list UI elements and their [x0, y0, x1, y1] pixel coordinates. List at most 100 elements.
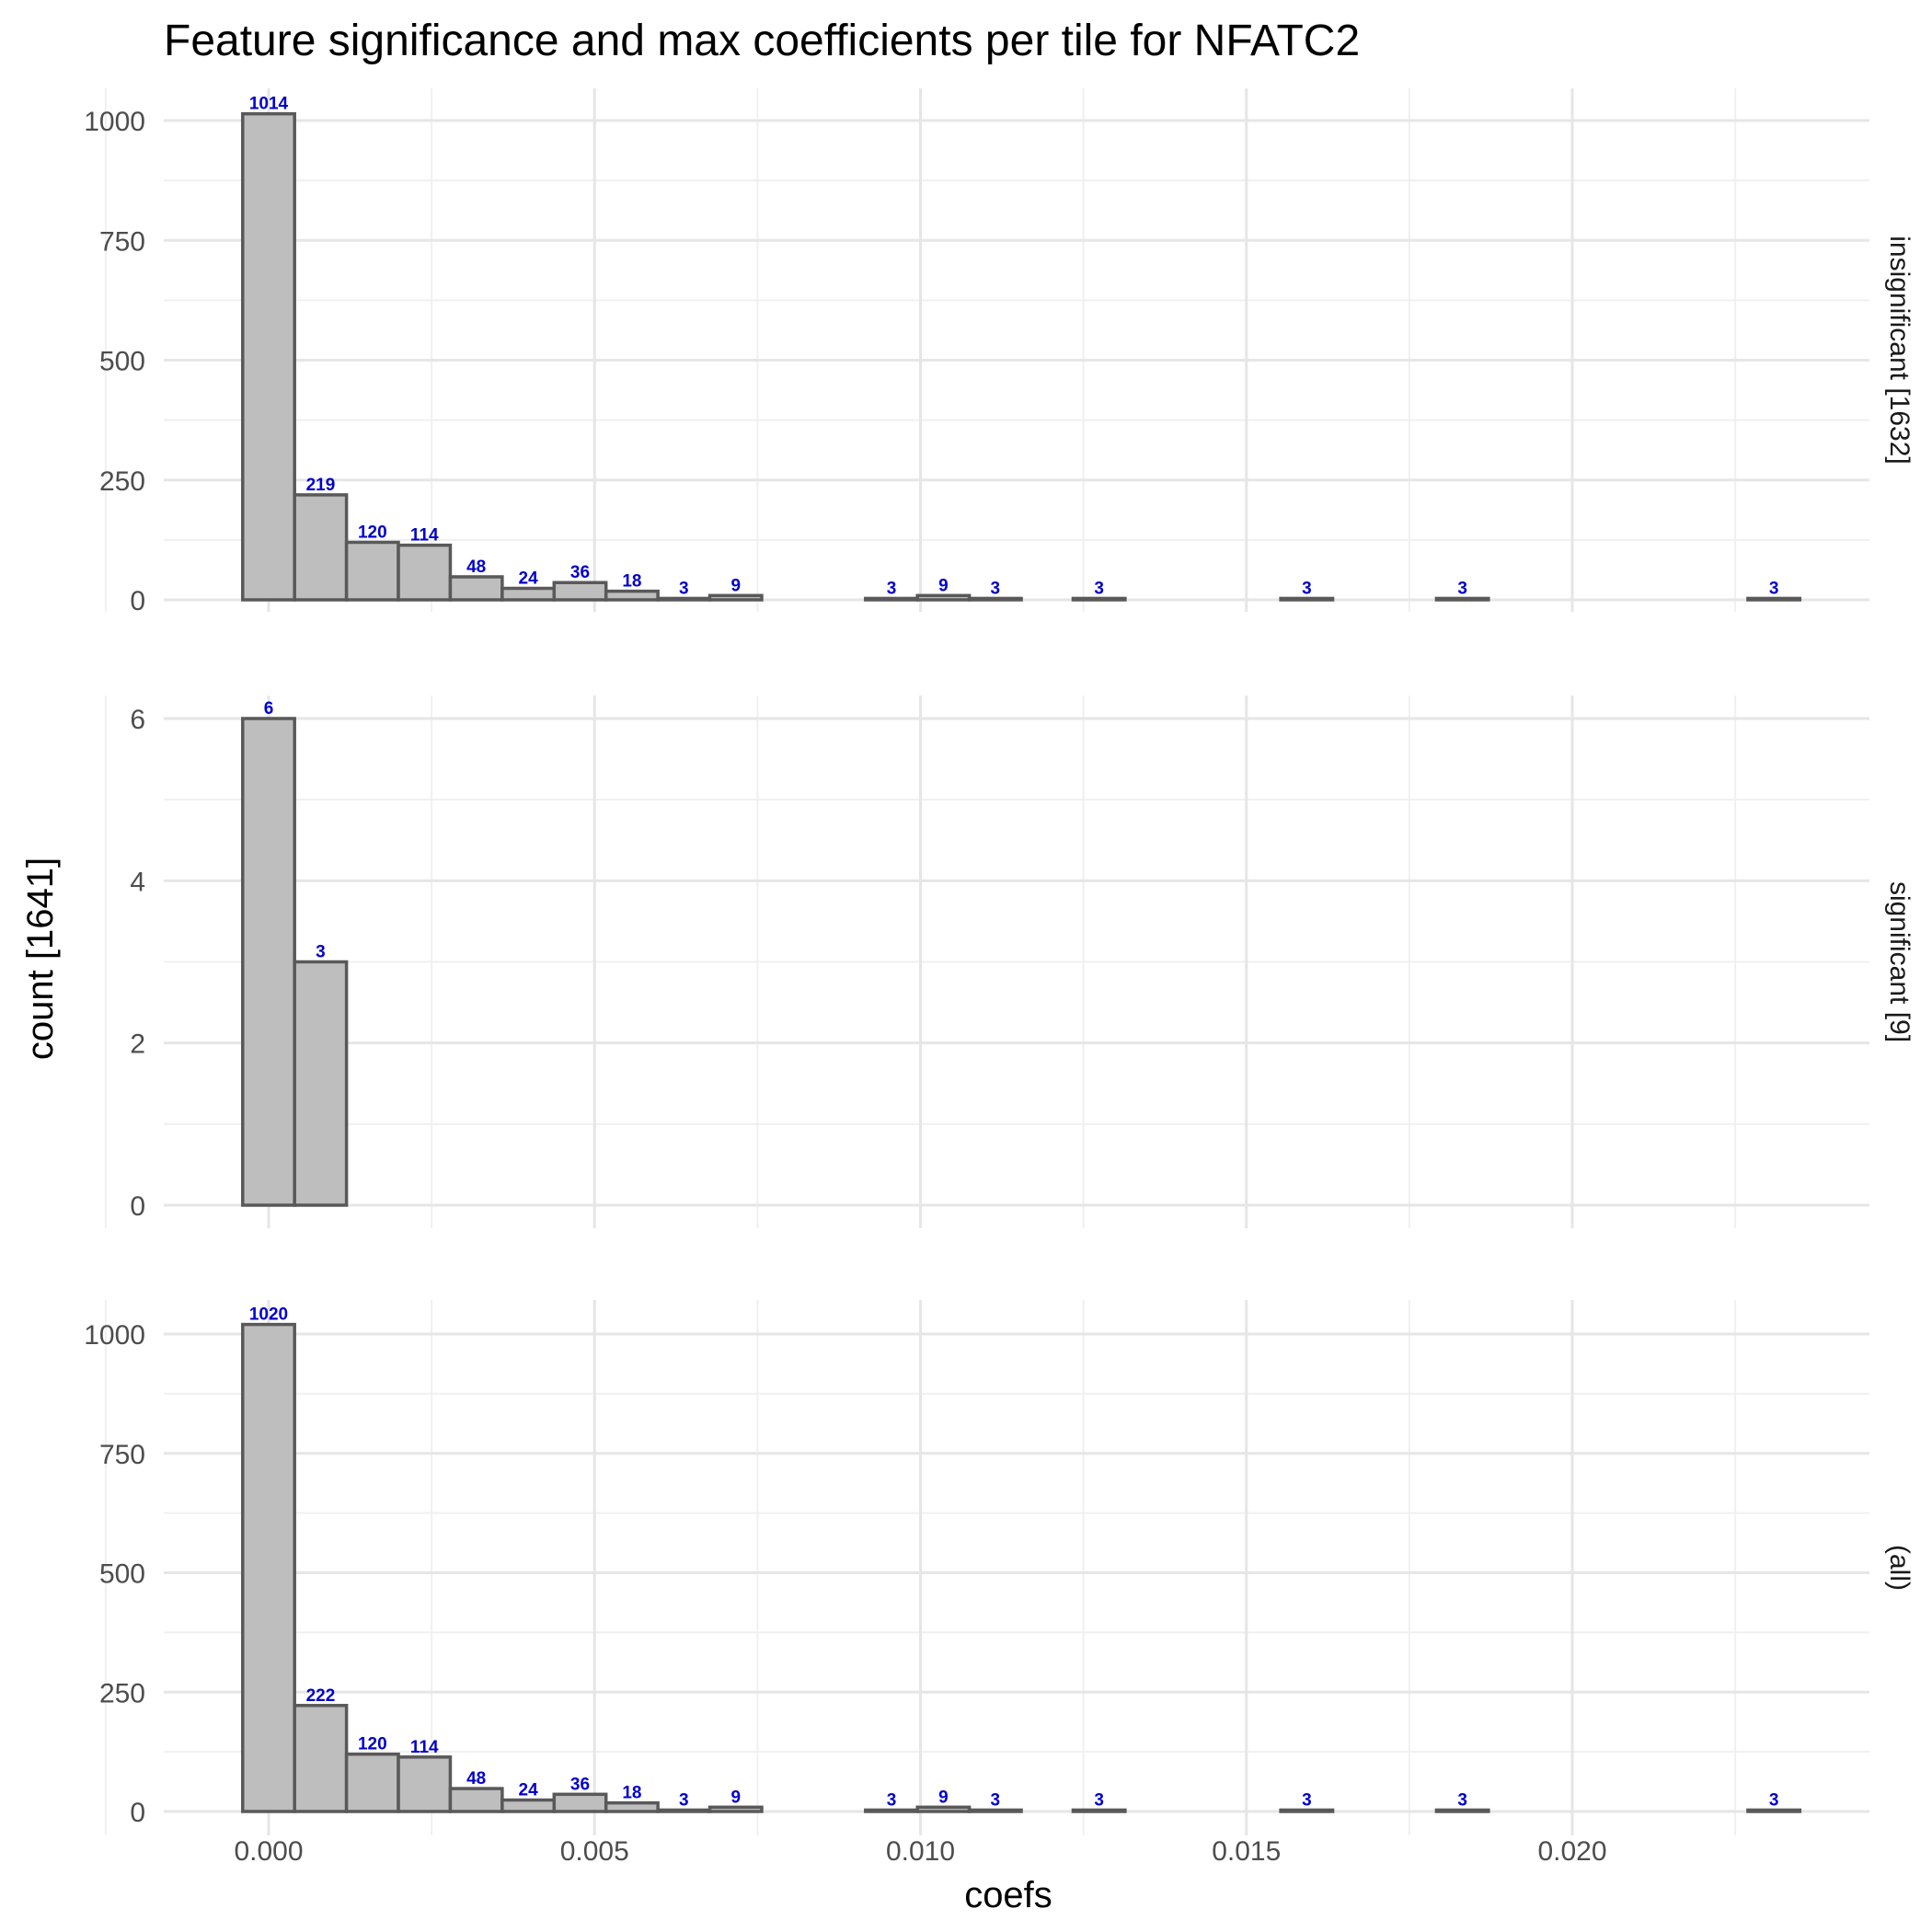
bar-count-label: 9 [938, 1788, 949, 1807]
bar-count-label: 1020 [249, 1305, 288, 1325]
bar-count-label: 3 [887, 1790, 897, 1810]
histogram-bar [500, 1798, 557, 1813]
histogram-bar [241, 1322, 296, 1813]
y-tick-label: 1000 [84, 107, 145, 137]
histogram-bar [500, 586, 557, 602]
bar-count-label: 3 [991, 579, 1001, 598]
bar-count-label: 18 [622, 572, 641, 592]
bar-count-label: 48 [466, 1769, 486, 1788]
histogram-bar [1071, 596, 1127, 602]
bar-count-label: 222 [306, 1686, 336, 1706]
y-tick-label: 250 [99, 466, 145, 497]
facet-panel: 0 250 500 750 1000 1014 219 120 114 48 24 36 18 3 9 3 9 3… [84, 88, 1915, 616]
y-tick-label: 4 [130, 867, 145, 897]
histogram-bar [241, 717, 296, 1207]
histogram-bar [1746, 596, 1802, 602]
bar-count-label: 36 [570, 563, 590, 582]
histogram-bar [1434, 596, 1490, 602]
facet-strip-label: (all) [1884, 1545, 1915, 1591]
x-axis: 0.000 0.005 0.010 0.015 0.020 [234, 1836, 1606, 1867]
histogram-bar [604, 1800, 660, 1813]
y-axis-title: count [1641] [20, 857, 61, 1060]
bar-count-label: 3 [1094, 579, 1104, 598]
histogram-bar [604, 589, 660, 602]
histogram-bar [915, 593, 972, 602]
y-tick-label: 250 [99, 1678, 145, 1708]
x-tick-label: 0.020 [1537, 1836, 1606, 1867]
bar-count-label: 3 [1769, 579, 1779, 598]
bar-count-label: 1014 [249, 95, 289, 114]
histogram-bar [656, 1808, 712, 1813]
histogram-bar [967, 1808, 1023, 1813]
y-tick-label: 750 [99, 226, 145, 257]
y-tick-label: 6 [130, 705, 145, 735]
histogram-bar [344, 540, 400, 602]
histogram-bar [656, 596, 712, 602]
histogram-bar [1071, 1808, 1127, 1813]
y-tick-label: 500 [99, 347, 145, 377]
bar-count-label: 3 [679, 579, 689, 598]
x-tick-label: 0.000 [234, 1836, 303, 1867]
x-tick-label: 0.010 [886, 1836, 955, 1867]
y-tick-label: 500 [99, 1559, 145, 1590]
y-tick-label: 0 [130, 586, 145, 616]
y-tick-label: 2 [130, 1029, 145, 1060]
y-tick-label: 750 [99, 1440, 145, 1470]
bar-count-label: 3 [1302, 1790, 1312, 1810]
chart-title: Feature significance and max coefficient… [164, 17, 1360, 65]
bar-count-label: 9 [938, 576, 949, 595]
histogram-bar [864, 596, 919, 602]
histogram-bar [344, 1752, 400, 1813]
histogram-bar [241, 111, 296, 602]
bar-count-label: 6 [264, 699, 274, 719]
bar-count-label: 3 [1457, 1790, 1467, 1810]
bar-count-label: 114 [410, 526, 439, 546]
histogram-bar [707, 1805, 764, 1813]
histogram-bar [1746, 1808, 1802, 1813]
facet-strip-label: significant [9] [1884, 881, 1915, 1042]
bar-count-label: 3 [679, 1790, 689, 1810]
histogram-bar [967, 596, 1023, 602]
facet-panel: 0 2 4 6 6 3 significant [9] [104, 696, 1915, 1228]
bar-count-label: 24 [519, 569, 539, 588]
histogram-bar [293, 493, 349, 602]
bar-count-label: 48 [466, 558, 486, 577]
bar-count-label: 36 [570, 1775, 590, 1794]
bar-count-label: 9 [730, 576, 741, 595]
bar-count-label: 219 [306, 476, 336, 495]
x-axis-title: coefs [964, 1875, 1052, 1915]
histogram-bar [552, 1792, 608, 1813]
histogram-bar [1434, 1808, 1490, 1813]
bar-count-label: 3 [1302, 579, 1312, 598]
bar-count-label: 3 [1769, 1790, 1779, 1810]
y-tick-label: 0 [130, 1798, 145, 1828]
y-tick-label: 0 [130, 1191, 145, 1222]
bar-count-label: 114 [410, 1738, 439, 1757]
x-tick-label: 0.015 [1212, 1836, 1281, 1867]
bar-count-label: 3 [887, 579, 897, 598]
bar-count-label: 120 [358, 1735, 387, 1754]
histogram-bar [397, 543, 453, 602]
bar-count-label: 120 [358, 523, 387, 542]
bar-count-label: 9 [730, 1788, 741, 1807]
bar-count-label: 3 [316, 943, 326, 962]
histogram-bar [915, 1805, 972, 1813]
bar-count-label: 3 [1094, 1790, 1104, 1810]
bar-count-label: 3 [991, 1790, 1001, 1810]
histogram-bar [397, 1755, 453, 1813]
histogram-bar [864, 1808, 919, 1813]
histogram-bar [552, 581, 608, 602]
x-tick-label: 0.005 [560, 1836, 629, 1867]
bar-count-label: 3 [1457, 579, 1467, 598]
histogram-bar [448, 575, 504, 602]
facet-strip-label: insignificant [1632] [1884, 236, 1915, 465]
histogram-bar [1279, 596, 1335, 602]
y-tick-label: 1000 [84, 1320, 145, 1351]
facet-panel: 0 250 500 750 1000 1020 222 120 114 48 24 36 18 3 9 3 9 3… [84, 1300, 1915, 1835]
histogram-bar [1279, 1808, 1335, 1813]
histogram-bar [448, 1787, 504, 1813]
histogram-bar [293, 1704, 349, 1813]
bar-count-label: 24 [519, 1781, 539, 1800]
